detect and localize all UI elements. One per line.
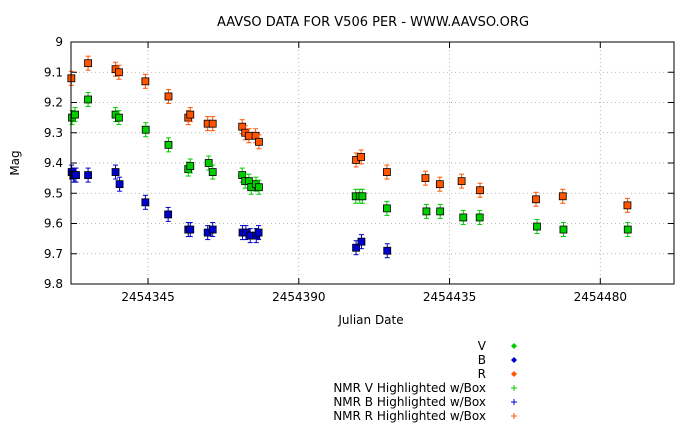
x-tick-label: 2454435 [423,290,476,304]
point-r [623,197,632,213]
legend-marker-diamond [511,371,517,377]
point-r [558,188,567,204]
chart-title: AAVSO DATA FOR V506 PER - WWW.AAVSO.ORG [217,15,529,30]
point-b [115,176,124,192]
point-r [435,176,444,192]
legend-entry: B [478,353,517,367]
legend-entry: NMR B Highlighted w/Box [333,395,517,409]
legend-label: R [478,367,486,381]
point-v [186,158,195,174]
legend-entry: NMR V Highlighted w/Box [333,381,517,395]
x-axis-label: Julian Date [337,313,403,327]
point-b [111,164,120,180]
point-b [72,167,80,183]
legend-label: V [478,339,487,353]
point-v [164,137,173,153]
point-v [475,209,484,225]
x-tick-label: 2454345 [121,290,174,304]
point-v [383,200,391,216]
point-r [532,191,540,207]
point-r [255,134,263,150]
point-r [186,107,195,123]
point-b [141,194,150,210]
point-r [208,116,217,132]
point-r [141,73,150,89]
y-tick-label: 9.3 [44,126,63,140]
y-axis-ticks: 9 9.1 9.2 9.3 9.4 9.5 9.6 9.7 9.8 [44,35,674,291]
point-v [623,222,632,238]
point-r [357,149,366,165]
point-b [254,225,263,241]
point-r [476,182,484,198]
point-v [459,209,468,225]
y-tick-label: 9.6 [44,217,63,231]
point-v [255,179,263,195]
point-r [164,88,173,104]
y-tick-label: 9.7 [44,247,63,261]
point-v [559,222,568,238]
point-b [357,234,366,250]
point-r [457,173,466,189]
point-v [141,122,150,138]
x-axis-ticks: 2454345 2454390 2454435 2454480 [121,42,627,304]
point-v [84,91,92,107]
y-tick-label: 9.2 [44,96,63,110]
point-b [241,225,250,241]
point-r [421,170,430,186]
legend-label: NMR R Highlighted w/Box [333,409,486,423]
point-v [436,203,445,219]
x-tick-label: 2454480 [574,290,627,304]
grid-lines [71,42,674,284]
legend-entry: NMR R Highlighted w/Box [333,409,517,423]
point-v [351,188,360,204]
point-b [203,225,212,241]
legend-entry: V [478,339,517,353]
legend-label: NMR B Highlighted w/Box [333,395,486,409]
legend-marker-diamond [511,343,517,349]
legend-label: NMR V Highlighted w/Box [333,381,486,395]
point-r [115,64,123,80]
point-v [358,188,367,204]
data-points [67,55,632,259]
point-v [533,219,541,235]
point-b [84,167,92,183]
x-tick-label: 2454390 [272,290,325,304]
y-axis-label: Mag [8,150,22,175]
y-tick-label: 9.5 [44,186,63,200]
legend-marker-diamond [511,357,517,363]
point-v [208,164,217,180]
point-b [208,222,217,238]
legend-entry: R [478,367,517,381]
point-v [71,107,79,123]
y-tick-label: 9.8 [44,277,63,291]
point-b [383,243,392,259]
point-b [164,206,173,222]
y-tick-label: 9.4 [44,156,63,170]
point-v [115,110,123,126]
y-tick-label: 9 [55,35,63,49]
legend-label: B [478,353,486,367]
y-tick-label: 9.1 [44,65,63,79]
point-b [186,222,195,238]
plot-frame [70,41,675,285]
point-r [84,55,92,71]
point-r [383,164,391,180]
point-v [204,155,213,171]
point-v [422,203,431,219]
